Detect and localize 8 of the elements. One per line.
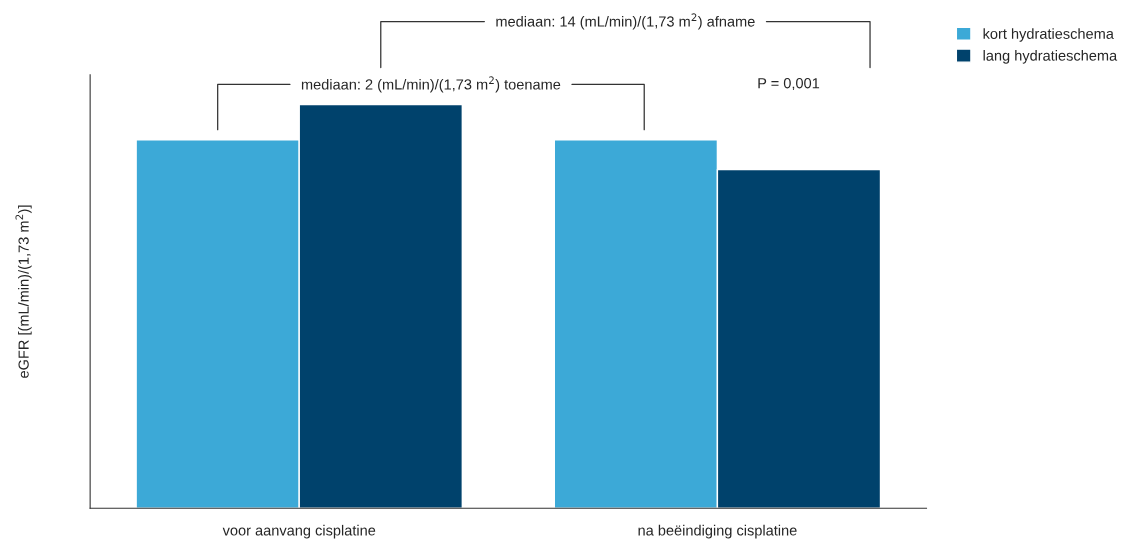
x-tick-label: na beëindiging cisplatine: [638, 524, 797, 539]
text: mediaan: 2 (mL/min)/(1,73 m$^{2}$) toename: [301, 76, 561, 93]
legend-label: kort hydratieschema: [983, 28, 1114, 42]
text: mediaan: 14 (mL/min)/(1,73 m$^{2}$) afname: [496, 13, 755, 30]
y-axis-title: eGFR [(mL/min)/(1,73 m$^{2}$)]: [15, 205, 32, 378]
text: P = 0,001: [758, 78, 820, 91]
legend-label: lang hydratieschema: [983, 50, 1118, 64]
x-tick-label: voor aanvang cisplatine: [222, 524, 376, 539]
